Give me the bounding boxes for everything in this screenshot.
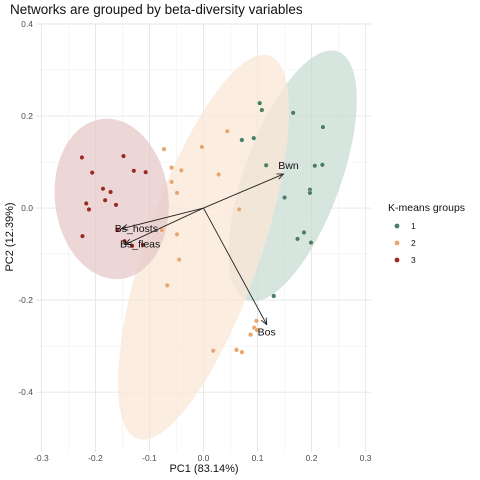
y-tick-label: -0.4 — [18, 387, 33, 397]
vector-arrowhead-Bos — [260, 317, 268, 326]
legend: K-means groups 1 2 3 — [388, 202, 465, 265]
point-group-1 — [257, 100, 263, 106]
x-tick-label: 0.3 — [360, 453, 372, 463]
legend-key-2 — [394, 240, 400, 246]
vector-arrowhead-Bwn — [276, 173, 285, 180]
point-group-2 — [254, 327, 260, 333]
point-group-3 — [131, 168, 137, 174]
x-tick-label: -0.1 — [142, 453, 157, 463]
x-tick-label: 0.0 — [198, 453, 210, 463]
point-group-3 — [143, 169, 149, 175]
vector-label-Bos: Bos — [258, 327, 276, 339]
point-group-2 — [224, 128, 230, 134]
point-group-1 — [308, 240, 314, 246]
point-group-2 — [174, 231, 180, 237]
point-group-3 — [113, 202, 119, 208]
y-tick-label: 0.2 — [21, 111, 33, 121]
group-ellipses — [54, 50, 357, 440]
point-group-1 — [319, 162, 325, 168]
vector-Bs_hosts — [121, 207, 204, 230]
x-tick-label: 0.2 — [306, 453, 318, 463]
vector-arrowhead-Bs_fleas — [124, 238, 133, 245]
y-axis-title: PC2 (12.39%) — [4, 202, 16, 271]
point-group-3 — [121, 153, 127, 159]
point-group-2 — [248, 332, 253, 338]
vector-arrowhead-Bs_hosts — [120, 224, 129, 231]
y-tick-label: 0.4 — [21, 19, 33, 29]
point-group-2 — [161, 146, 167, 152]
ellipse-group-2 — [118, 54, 289, 440]
vector-Bwn — [203, 173, 284, 209]
point-group-1 — [271, 293, 277, 299]
point-group-2 — [199, 144, 205, 150]
point-group-2 — [253, 318, 259, 324]
legend-label-3: 3 — [411, 255, 416, 265]
point-group-3 — [86, 206, 92, 212]
point-group-2 — [164, 282, 170, 288]
point-group-3 — [79, 233, 85, 239]
point-group-2 — [233, 347, 239, 353]
vector-Bs_fleas — [124, 207, 204, 245]
x-axis-title: PC1 (83.14%) — [169, 463, 238, 475]
point-group-1 — [320, 124, 326, 130]
vector-Bos — [203, 207, 268, 325]
point-group-2 — [216, 172, 222, 177]
point-group-2 — [169, 179, 175, 185]
plot-panel: Bwn Bos Bs_hosts Bs_fleas — [36, 23, 371, 452]
point-group-3 — [115, 227, 121, 233]
x-tick-label: 0.1 — [252, 453, 264, 463]
point-group-2 — [178, 167, 184, 173]
point-group-1 — [263, 162, 269, 168]
vector-label-Bs_fleas: Bs_fleas — [120, 238, 160, 250]
vector-label-Bwn: Bwn — [278, 160, 299, 172]
y-tick-label: 0.0 — [21, 203, 33, 213]
point-group-3 — [108, 189, 114, 195]
point-group-2 — [239, 349, 245, 355]
y-tick-label: -0.2 — [18, 295, 33, 305]
point-group-1 — [301, 230, 307, 235]
legend-title: K-means groups — [388, 202, 465, 214]
x-tick-label: -0.3 — [34, 453, 49, 463]
vector-label-Bs_hosts: Bs_hosts — [115, 223, 158, 235]
point-group-1 — [290, 110, 296, 116]
point-group-3 — [79, 154, 85, 160]
point-group-2 — [210, 348, 216, 354]
legend-label-2: 2 — [411, 238, 416, 248]
point-group-3 — [100, 186, 106, 192]
point-group-1 — [282, 195, 288, 200]
legend-label-1: 1 — [411, 221, 416, 231]
point-group-1 — [259, 107, 265, 113]
point-group-3 — [140, 242, 146, 248]
x-axis-ticks: -0.3 -0.2 -0.1 0.0 0.1 0.2 0.3 — [34, 453, 372, 463]
point-group-1 — [239, 137, 245, 143]
point-group-1 — [307, 190, 313, 196]
point-group-3 — [83, 201, 89, 206]
point-group-3 — [89, 170, 95, 176]
data-points — [79, 100, 326, 355]
point-group-1 — [312, 163, 318, 169]
legend-key-1 — [394, 223, 400, 229]
point-group-2 — [174, 190, 180, 196]
point-group-2 — [236, 206, 242, 212]
y-axis-ticks: -0.4 -0.2 0.0 0.2 0.4 — [18, 19, 33, 397]
point-group-2 — [169, 165, 175, 171]
point-group-3 — [122, 238, 128, 244]
point-group-1 — [295, 236, 300, 242]
x-tick-label: -0.2 — [88, 453, 103, 463]
point-group-1 — [251, 135, 257, 141]
loading-vectors: Bwn Bos Bs_hosts Bs_fleas — [115, 160, 299, 338]
point-group-2 — [176, 257, 182, 263]
legend-items: 1 2 3 — [394, 221, 416, 265]
legend-key-3 — [394, 257, 400, 263]
chart-title: Networks are grouped by beta-diversity v… — [10, 2, 303, 17]
point-group-3 — [102, 197, 108, 203]
